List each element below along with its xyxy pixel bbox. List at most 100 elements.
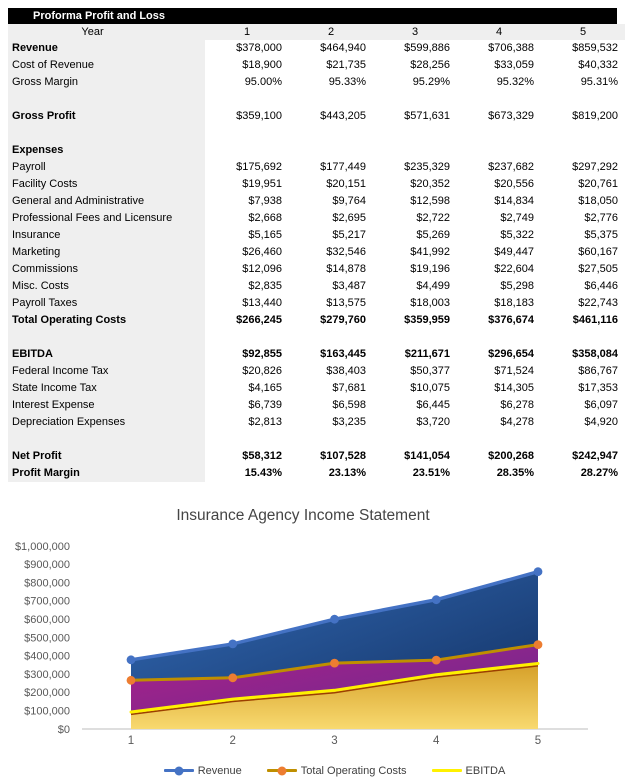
- row-label-cell[interactable]: Revenue: [8, 40, 205, 57]
- value-cell[interactable]: $6,598: [289, 397, 373, 414]
- value-cell[interactable]: [373, 125, 457, 142]
- value-cell[interactable]: $20,556: [457, 176, 541, 193]
- value-cell[interactable]: [289, 142, 373, 159]
- value-cell[interactable]: $706,388: [457, 40, 541, 57]
- value-cell[interactable]: [373, 142, 457, 159]
- value-cell[interactable]: 95.00%: [205, 74, 289, 91]
- value-cell[interactable]: $9,764: [289, 193, 373, 210]
- value-cell[interactable]: $2,749: [457, 210, 541, 227]
- value-cell[interactable]: 95.29%: [373, 74, 457, 91]
- value-cell[interactable]: [205, 91, 289, 108]
- row-label-cell[interactable]: Commissions: [8, 261, 205, 278]
- value-cell[interactable]: $461,116: [541, 312, 625, 329]
- value-cell[interactable]: $819,200: [541, 108, 625, 125]
- value-cell[interactable]: $211,671: [373, 346, 457, 363]
- value-cell[interactable]: 15.43%: [205, 465, 289, 482]
- value-cell[interactable]: $12,598: [373, 193, 457, 210]
- value-cell[interactable]: $859,532: [541, 40, 625, 57]
- value-cell[interactable]: 95.31%: [541, 74, 625, 91]
- value-cell[interactable]: $237,682: [457, 159, 541, 176]
- value-cell[interactable]: $20,352: [373, 176, 457, 193]
- value-cell[interactable]: [541, 142, 625, 159]
- value-cell[interactable]: [541, 329, 625, 346]
- value-cell[interactable]: $141,054: [373, 448, 457, 465]
- value-cell[interactable]: $17,353: [541, 380, 625, 397]
- value-cell[interactable]: $3,720: [373, 414, 457, 431]
- value-cell[interactable]: $20,826: [205, 363, 289, 380]
- value-cell[interactable]: $18,003: [373, 295, 457, 312]
- value-cell[interactable]: $58,312: [205, 448, 289, 465]
- row-label-cell[interactable]: Payroll: [8, 159, 205, 176]
- value-cell[interactable]: $163,445: [289, 346, 373, 363]
- value-cell[interactable]: $33,059: [457, 57, 541, 74]
- value-cell[interactable]: [457, 431, 541, 448]
- value-cell[interactable]: $13,440: [205, 295, 289, 312]
- value-cell[interactable]: $359,959: [373, 312, 457, 329]
- value-cell[interactable]: $7,938: [205, 193, 289, 210]
- value-cell[interactable]: $7,681: [289, 380, 373, 397]
- row-label-cell[interactable]: [8, 431, 205, 448]
- value-cell[interactable]: [289, 91, 373, 108]
- row-label-cell[interactable]: Net Profit: [8, 448, 205, 465]
- value-cell[interactable]: $92,855: [205, 346, 289, 363]
- value-cell[interactable]: $3,235: [289, 414, 373, 431]
- value-cell[interactable]: $40,332: [541, 57, 625, 74]
- row-label-cell[interactable]: Depreciation Expenses: [8, 414, 205, 431]
- value-cell[interactable]: $26,460: [205, 244, 289, 261]
- value-cell[interactable]: $297,292: [541, 159, 625, 176]
- value-cell[interactable]: $2,813: [205, 414, 289, 431]
- row-label-cell[interactable]: Profit Margin: [8, 465, 205, 482]
- value-cell[interactable]: $21,735: [289, 57, 373, 74]
- row-label-cell[interactable]: Insurance: [8, 227, 205, 244]
- row-label-cell[interactable]: Total Operating Costs: [8, 312, 205, 329]
- value-cell[interactable]: 23.13%: [289, 465, 373, 482]
- value-cell[interactable]: $296,654: [457, 346, 541, 363]
- value-cell[interactable]: $4,165: [205, 380, 289, 397]
- value-cell[interactable]: 95.33%: [289, 74, 373, 91]
- value-cell[interactable]: $2,776: [541, 210, 625, 227]
- value-cell[interactable]: $235,329: [373, 159, 457, 176]
- value-cell[interactable]: [541, 431, 625, 448]
- row-label-cell[interactable]: General and Administrative: [8, 193, 205, 210]
- row-label-cell[interactable]: [8, 91, 205, 108]
- value-cell[interactable]: $4,920: [541, 414, 625, 431]
- value-cell[interactable]: $50,377: [373, 363, 457, 380]
- value-cell[interactable]: $5,375: [541, 227, 625, 244]
- row-label-cell[interactable]: Marketing: [8, 244, 205, 261]
- year-cell[interactable]: 1: [243, 26, 251, 38]
- value-cell[interactable]: 23.51%: [373, 465, 457, 482]
- value-cell[interactable]: $107,528: [289, 448, 373, 465]
- row-label-cell[interactable]: State Income Tax: [8, 380, 205, 397]
- value-cell[interactable]: [205, 142, 289, 159]
- value-cell[interactable]: $49,447: [457, 244, 541, 261]
- row-label-cell[interactable]: Gross Profit: [8, 108, 205, 125]
- value-cell[interactable]: $14,834: [457, 193, 541, 210]
- value-cell[interactable]: $22,604: [457, 261, 541, 278]
- value-cell[interactable]: $376,674: [457, 312, 541, 329]
- value-cell[interactable]: $86,767: [541, 363, 625, 380]
- value-cell[interactable]: [205, 329, 289, 346]
- value-cell[interactable]: $358,084: [541, 346, 625, 363]
- value-cell[interactable]: $4,278: [457, 414, 541, 431]
- value-cell[interactable]: $19,951: [205, 176, 289, 193]
- value-cell[interactable]: $2,835: [205, 278, 289, 295]
- value-cell[interactable]: $13,575: [289, 295, 373, 312]
- value-cell[interactable]: 28.27%: [541, 465, 625, 482]
- row-label-cell[interactable]: Facility Costs: [8, 176, 205, 193]
- value-cell[interactable]: [457, 125, 541, 142]
- value-cell[interactable]: $20,761: [541, 176, 625, 193]
- value-cell[interactable]: [289, 329, 373, 346]
- value-cell[interactable]: $5,217: [289, 227, 373, 244]
- row-label-cell[interactable]: Cost of Revenue: [8, 57, 205, 74]
- row-label-cell[interactable]: EBITDA: [8, 346, 205, 363]
- value-cell[interactable]: $279,760: [289, 312, 373, 329]
- value-cell[interactable]: $200,268: [457, 448, 541, 465]
- value-cell[interactable]: [373, 431, 457, 448]
- value-cell[interactable]: [457, 91, 541, 108]
- value-cell[interactable]: $18,183: [457, 295, 541, 312]
- row-label-cell[interactable]: Federal Income Tax: [8, 363, 205, 380]
- value-cell[interactable]: $571,631: [373, 108, 457, 125]
- value-cell[interactable]: $5,298: [457, 278, 541, 295]
- value-cell[interactable]: $599,886: [373, 40, 457, 57]
- row-label-cell[interactable]: Interest Expense: [8, 397, 205, 414]
